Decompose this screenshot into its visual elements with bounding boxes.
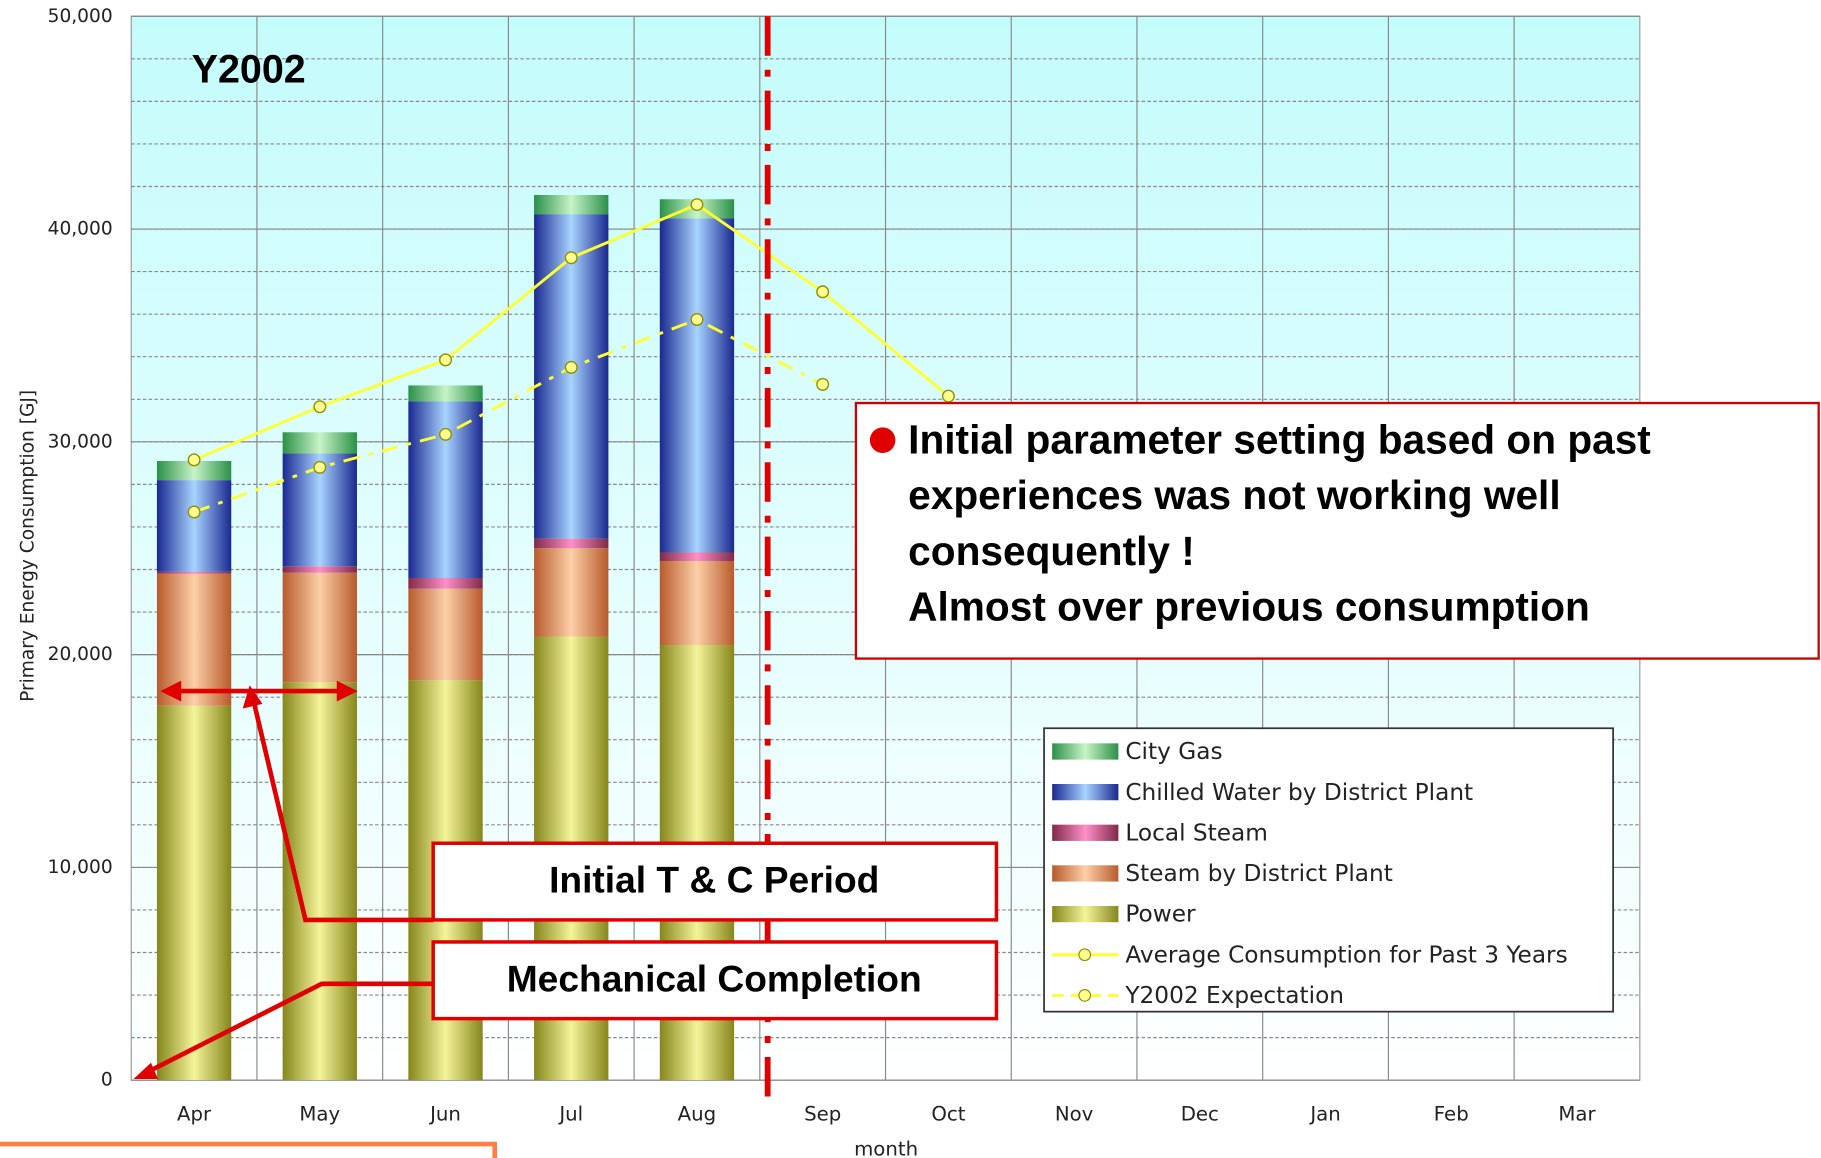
bar-segment — [408, 578, 483, 589]
x-axis-label: month — [854, 1137, 918, 1158]
bar-segment — [534, 194, 609, 215]
chart-title: Y2002 — [192, 47, 306, 91]
line-marker — [690, 312, 704, 326]
x-tick-label: Jan — [1308, 1103, 1340, 1126]
x-tick-label: Apr — [177, 1103, 212, 1126]
legend-swatch — [1052, 824, 1119, 841]
line-marker — [564, 360, 578, 374]
bar-segment — [659, 560, 735, 646]
legend-label: Chilled Water by District Plant — [1125, 779, 1473, 806]
line-marker — [816, 377, 830, 391]
legend-label: Power — [1125, 901, 1196, 928]
note-line: experiences was not working well — [908, 472, 1560, 518]
legend-swatch — [1052, 865, 1119, 882]
line-marker — [439, 427, 453, 441]
y-tick-label: 40,000 — [48, 219, 113, 240]
bar-segment — [156, 705, 232, 1081]
bar-segment — [156, 480, 232, 572]
legend-swatch — [1052, 784, 1119, 801]
line-marker — [690, 198, 704, 212]
bar-segment — [282, 432, 357, 454]
x-tick-label: Jul — [557, 1103, 583, 1126]
period-box — [431, 841, 999, 922]
x-tick-label: Dec — [1181, 1103, 1219, 1126]
x-tick-label: Aug — [678, 1103, 717, 1126]
bar-segment — [282, 566, 357, 573]
x-tick-label: Oct — [931, 1103, 965, 1126]
y-tick-label: 30,000 — [48, 431, 113, 452]
x-tick-label: Sep — [804, 1103, 841, 1126]
legend-label: Average Consumption for Past 3 Years — [1125, 941, 1567, 968]
line-marker — [313, 400, 327, 414]
legend-label: City Gas — [1125, 738, 1222, 765]
x-tick-label: Nov — [1055, 1103, 1094, 1126]
line-marker — [313, 460, 327, 474]
legend-label: Y2002 Expectation — [1124, 982, 1344, 1009]
legend — [1043, 727, 1614, 1013]
bar-segment — [659, 218, 735, 553]
legend-label: Local Steam — [1125, 819, 1268, 846]
y-tick-label: 50,000 — [48, 6, 113, 27]
y-axis-label: Primary Energy Consumption [GJ] — [17, 390, 38, 702]
completion-label: Mechanical Completion — [507, 957, 922, 999]
arrow-heads — [133, 680, 358, 1080]
line-marker — [816, 285, 830, 299]
line-series — [193, 317, 824, 514]
period-label: Initial T & C Period — [549, 859, 879, 901]
completion-box — [431, 940, 999, 1021]
x-tick-label: Feb — [1434, 1103, 1469, 1126]
bar-segment — [534, 214, 609, 539]
bar-segment — [156, 573, 232, 706]
legend-marker — [1078, 989, 1092, 1002]
note-line: Initial parameter setting based on past — [908, 416, 1651, 462]
x-tick-label: May — [299, 1103, 340, 1126]
y-tick-label: 10,000 — [48, 857, 113, 878]
bar-segment — [282, 572, 357, 683]
legend-swatch — [1052, 905, 1119, 923]
line-marker — [439, 353, 453, 367]
footer-box — [0, 1141, 498, 1158]
arrows — [144, 688, 434, 1076]
bar-segment — [534, 548, 609, 637]
note-box — [854, 401, 1820, 660]
note-line: consequently ! — [908, 528, 1195, 574]
note-line: Almost over previous consumption — [908, 584, 1590, 630]
legend-label: Steam by District Plant — [1125, 860, 1392, 887]
line-marker — [187, 505, 201, 519]
legend-marker — [1078, 948, 1092, 962]
x-tick-label: Mar — [1558, 1103, 1596, 1126]
bar-segment — [156, 460, 232, 481]
y-tick-label: 20,000 — [48, 644, 113, 665]
bar-segment — [534, 538, 609, 549]
line-marker — [564, 251, 578, 265]
bar-segment — [408, 588, 483, 681]
line-marker — [187, 453, 201, 467]
line-marker — [941, 389, 955, 403]
note-bullet — [869, 427, 896, 453]
bar-segment — [156, 571, 232, 574]
bar-segment — [659, 552, 735, 561]
bar-segment — [282, 682, 357, 1081]
x-tick-label: Jun — [428, 1103, 461, 1126]
legend-swatch — [1052, 743, 1119, 760]
bar-segment — [408, 385, 483, 402]
y-tick-label: 0 — [101, 1070, 113, 1091]
